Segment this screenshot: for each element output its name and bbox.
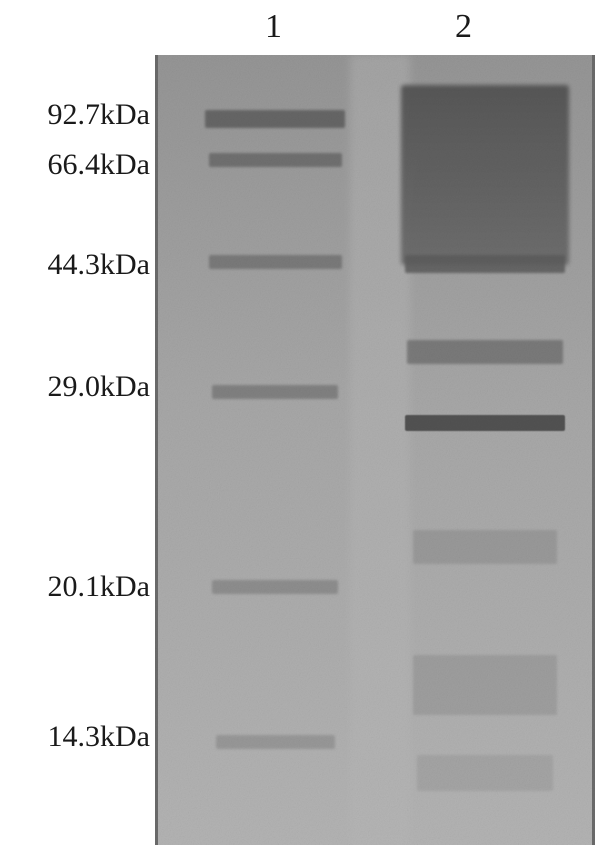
lane-header-2: 2 xyxy=(455,8,472,46)
mw-label-1: 66.4kDa xyxy=(48,148,150,182)
mw-label-5: 14.3kDa xyxy=(48,720,150,754)
gel-noise-overlay xyxy=(155,55,595,845)
gel-area xyxy=(155,55,595,845)
mw-label-0: 92.7kDa xyxy=(48,98,150,132)
lane-header-1: 1 xyxy=(265,8,282,46)
mw-label-3: 29.0kDa xyxy=(48,370,150,404)
mw-label-4: 20.1kDa xyxy=(48,570,150,604)
mw-label-2: 44.3kDa xyxy=(48,248,150,282)
